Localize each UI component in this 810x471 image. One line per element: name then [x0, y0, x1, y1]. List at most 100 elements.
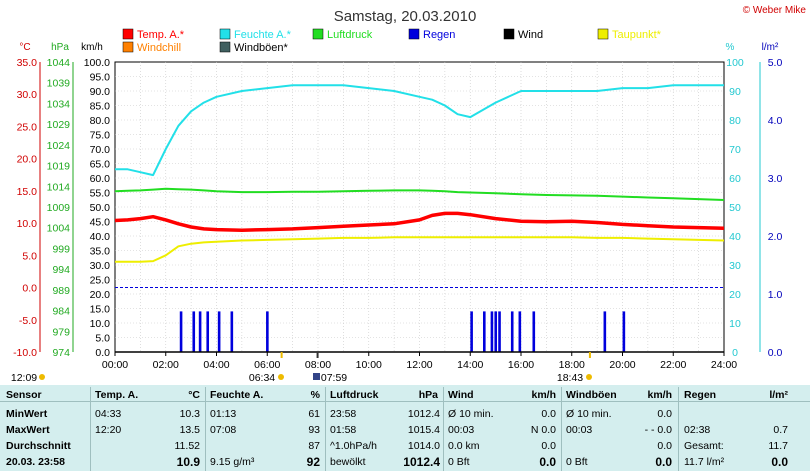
- tick-wind: 0.0: [95, 347, 110, 359]
- moonset-label: 12:09: [11, 372, 37, 384]
- header-gust: Windböen: [566, 389, 617, 401]
- rain-bar: [266, 311, 269, 352]
- header-gust-unit: km/h: [647, 389, 672, 401]
- tick-pressure: 1009: [47, 202, 71, 214]
- tick-temp: 10.0: [17, 218, 38, 230]
- header-pressure-unit: hPa: [418, 389, 438, 401]
- table-cell-wind-text: 0.0 km: [448, 440, 480, 452]
- header-humidity: Feuchte A.: [210, 389, 264, 401]
- tick-x: 20:00: [609, 359, 635, 371]
- sunrise-label: 06:34: [249, 372, 275, 384]
- tick-x: 12:00: [406, 359, 432, 371]
- legend-swatch: [408, 28, 420, 40]
- tick-rain: 5.0: [768, 57, 783, 69]
- axis-unit-pressure: hPa: [51, 42, 69, 53]
- table-cell-temp: 10.9: [176, 455, 200, 469]
- tick-wind: 25.0: [90, 275, 111, 287]
- tick-x: 08:00: [305, 359, 331, 371]
- series-line-feuchtea: [115, 84, 724, 177]
- table-cell-hum: 87: [308, 440, 320, 452]
- moonrise-label: 07:59: [321, 372, 347, 384]
- table-cell-press-time: ^1.0hPa/h: [330, 440, 377, 452]
- table-cell-hum-time: 9.15 g/m³: [210, 456, 255, 468]
- tick-x: 22:00: [660, 359, 686, 371]
- table-cell-wind-text: 00:03: [448, 424, 475, 436]
- table-cell-press-time: 23:58: [330, 408, 357, 420]
- table-cell-hum: 92: [306, 455, 320, 469]
- rain-bars: [179, 311, 626, 352]
- legend-label: Feuchte A.*: [234, 29, 292, 41]
- axis-unit-temp: °C: [19, 42, 30, 53]
- tick-humidity: 100: [726, 57, 744, 69]
- tick-pressure: 1039: [47, 78, 71, 90]
- table-cell-temp: 13.5: [179, 424, 200, 436]
- rain-bar: [518, 311, 522, 352]
- tick-wind: 45.0: [90, 217, 111, 229]
- table-cell-hum: 93: [308, 424, 320, 436]
- tick-wind: 55.0: [90, 188, 111, 200]
- tick-humidity: 70: [729, 144, 741, 156]
- table-cell-hum-time: 01:13: [210, 408, 237, 420]
- tick-x: 24:00: [711, 359, 737, 371]
- table-cell-rain-text: Gesamt:: [684, 440, 724, 452]
- legend-label: Luftdruck: [327, 29, 373, 41]
- table-cell-hum: 61: [308, 408, 320, 420]
- table-cell-gust: 0.0: [657, 408, 672, 420]
- tick-x: 00:00: [102, 359, 128, 371]
- tick-temp: 30.0: [17, 89, 38, 101]
- tick-pressure: 1024: [47, 140, 71, 152]
- header-rain-unit: l/m²: [769, 389, 788, 401]
- tick-wind: 50.0: [90, 202, 111, 214]
- tick-temp: 20.0: [17, 154, 38, 166]
- rain-bar: [510, 311, 514, 352]
- table-cell-label: Durchschnitt: [6, 440, 71, 452]
- tick-wind: 40.0: [90, 231, 111, 243]
- tick-wind: 80.0: [90, 115, 111, 127]
- table-cell-wind-text: Ø 10 min.: [448, 408, 494, 420]
- legend-swatch: [597, 28, 609, 40]
- series-line-taupunkt: [115, 236, 725, 263]
- series-line-luftdruck: [114, 187, 725, 201]
- axis-unit-rain: l/m²: [762, 42, 779, 53]
- tick-humidity: 0: [732, 347, 738, 359]
- rain-bar: [217, 311, 221, 352]
- tick-pressure: 989: [52, 285, 70, 297]
- legend-swatch: [122, 41, 134, 53]
- legend-swatch: [122, 28, 134, 40]
- axis-unit-wind: km/h: [81, 42, 103, 53]
- table-cell-rain-text: 02:38: [684, 424, 711, 436]
- tick-pressure: 979: [52, 326, 70, 338]
- table-cell-gust: - - 0.0: [644, 424, 672, 436]
- tick-temp: -5.0: [19, 315, 37, 327]
- sun-icon: [39, 374, 45, 380]
- tick-rain: 4.0: [768, 115, 783, 127]
- axis-units: °C hPa km/h% l/m²: [19, 42, 779, 53]
- table-cell-temp: 11.52: [174, 440, 201, 452]
- tick-wind: 90.0: [90, 86, 111, 98]
- sunset-label: 18:43: [557, 372, 583, 384]
- rain-bar: [498, 311, 501, 352]
- tick-wind: 65.0: [90, 159, 111, 171]
- legend-label: Windböen*: [234, 42, 289, 54]
- tick-pressure: 999: [52, 243, 70, 255]
- tick-rain: 0.0: [768, 347, 783, 359]
- table-cell-gust: 0.0: [657, 440, 672, 452]
- legend-swatch: [312, 28, 324, 40]
- header-humidity-unit: %: [310, 389, 320, 401]
- legend-label: Temp. A.*: [137, 29, 185, 41]
- tick-humidity: 90: [729, 86, 741, 98]
- statistics-table: Sensor Temp. A. °C Feuchte A. % Luftdruc…: [0, 385, 810, 471]
- header-rain: Regen: [684, 389, 717, 401]
- table-cell-rain: 0.0: [771, 455, 788, 469]
- legend-swatch: [219, 28, 231, 40]
- tick-wind: 20.0: [90, 289, 111, 301]
- sun-icon: [586, 374, 592, 380]
- tick-x: 10:00: [356, 359, 382, 371]
- tick-x: 06:00: [254, 359, 280, 371]
- axis-unit-humidity: %: [726, 42, 735, 53]
- tick-pressure: 984: [52, 306, 70, 318]
- header-wind-unit: km/h: [531, 389, 556, 401]
- rain-bar: [179, 311, 183, 352]
- weather-chart: Samstag, 20.03.2010 © Weber Mike Temp. A…: [11, 5, 807, 384]
- tick-wind: 15.0: [90, 304, 111, 316]
